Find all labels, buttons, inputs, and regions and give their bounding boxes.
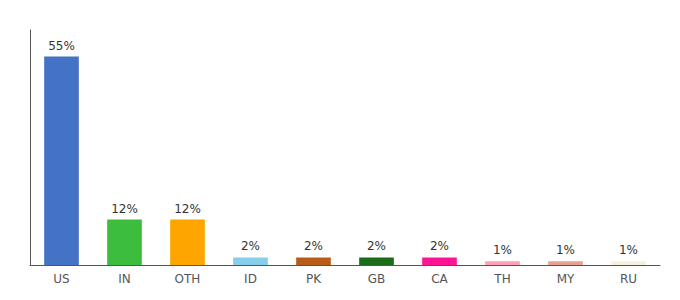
svg-text:1%: 1% — [493, 243, 512, 257]
svg-text:12%: 12% — [111, 202, 138, 216]
svg-text:2%: 2% — [367, 239, 386, 253]
svg-text:2%: 2% — [241, 239, 260, 253]
svg-text:1%: 1% — [619, 243, 638, 257]
svg-text:MY: MY — [557, 272, 575, 286]
svg-text:1%: 1% — [556, 243, 575, 257]
svg-text:ID: ID — [244, 272, 257, 286]
svg-text:PK: PK — [306, 272, 322, 286]
svg-text:OTH: OTH — [175, 272, 201, 286]
svg-text:US: US — [53, 272, 69, 286]
svg-text:55%: 55% — [48, 39, 75, 53]
svg-text:IN: IN — [118, 272, 131, 286]
svg-text:CA: CA — [431, 272, 448, 286]
svg-text:12%: 12% — [174, 202, 201, 216]
svg-text:RU: RU — [620, 272, 637, 286]
svg-text:2%: 2% — [304, 239, 323, 253]
svg-text:2%: 2% — [430, 239, 449, 253]
svg-text:GB: GB — [368, 272, 386, 286]
svg-text:TH: TH — [493, 272, 510, 286]
